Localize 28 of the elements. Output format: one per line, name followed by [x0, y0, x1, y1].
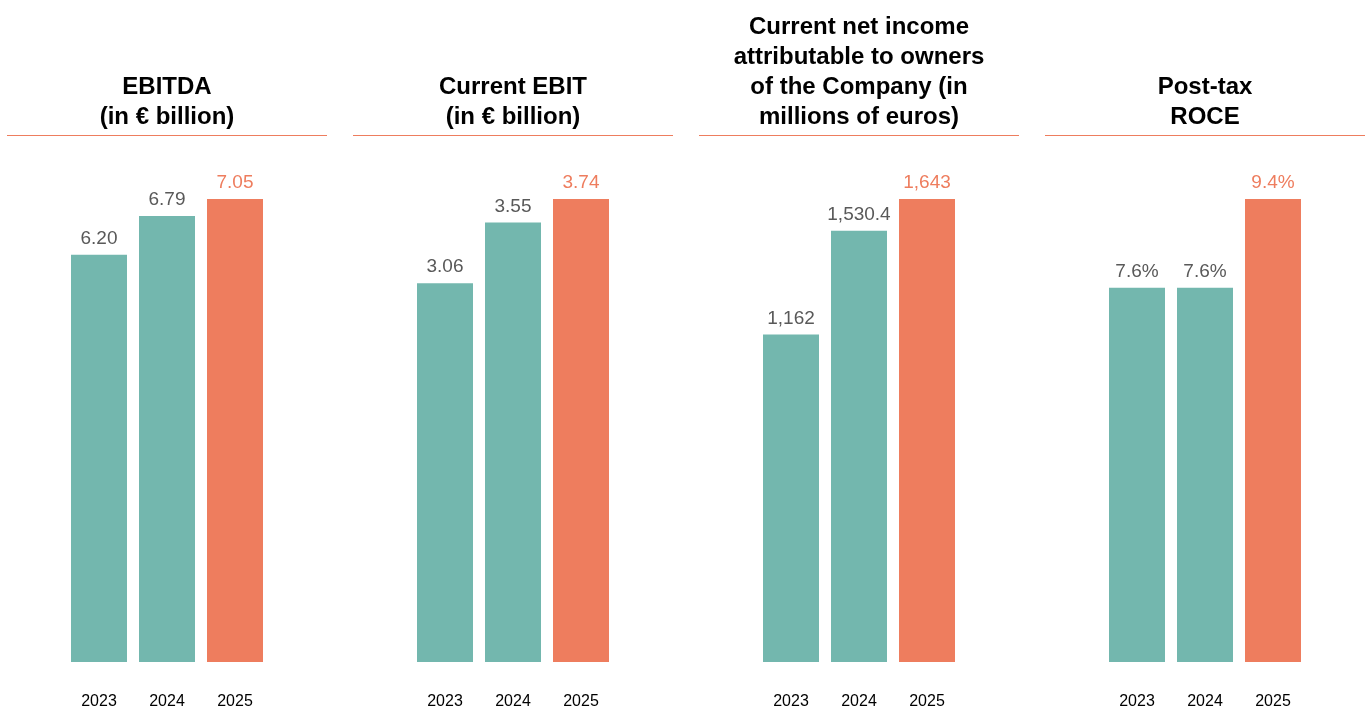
chart-title: EBITDA (in € billion): [7, 0, 327, 136]
data-label: 3.55: [494, 194, 532, 216]
x-tick-label: 2024: [1187, 691, 1223, 709]
x-tick-label: 2025: [217, 691, 253, 709]
x-tick-label: 2025: [909, 691, 945, 709]
data-label: 3.06: [426, 255, 464, 277]
data-label: 7.05: [216, 171, 254, 192]
data-label: 6.20: [80, 226, 118, 248]
data-label: 3.74: [562, 171, 600, 192]
chart-title: Current EBIT (in € billion): [353, 0, 673, 136]
data-label: 7.6%: [1183, 259, 1227, 281]
data-label: 1,162: [767, 306, 815, 328]
data-label: 7.6%: [1115, 259, 1159, 281]
x-tick-label: 2023: [773, 691, 809, 709]
chart-title: Current net income attributable to owners of the Company (in millions of euros): [699, 0, 1019, 136]
x-tick-label: 2024: [149, 691, 185, 709]
x-tick-label: 2023: [427, 691, 463, 709]
x-tick-label: 2023: [81, 691, 117, 709]
x-tick-label: 2023: [1119, 691, 1155, 709]
x-tick-label: 2025: [1255, 691, 1291, 709]
data-label: 1,530.4: [827, 202, 892, 224]
x-tick-label: 2024: [495, 691, 531, 709]
data-label: 1,643: [903, 171, 951, 192]
chart-title: Post-tax ROCE: [1045, 0, 1365, 136]
data-label: 9.4%: [1251, 171, 1295, 192]
x-tick-label: 2024: [841, 691, 877, 709]
data-label: 6.79: [148, 188, 186, 210]
x-tick-label: 2025: [563, 691, 599, 709]
